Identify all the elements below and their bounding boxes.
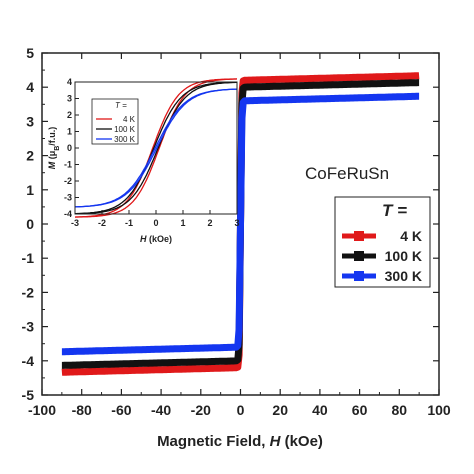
y-tick-label-2: -3: [22, 319, 35, 335]
y-tick-label-10: 5: [26, 45, 34, 61]
inset-x-tick-label-1: -2: [98, 218, 106, 228]
x-tick-label-7: 40: [312, 402, 328, 418]
inset-y-label: M (μB/f.u.): [47, 127, 61, 170]
main-axis-tick-labels: -100 -80 -60 -40 -20 0 20 40 60 80 100-5-4-3-2-101…: [22, 45, 451, 418]
inset-x-label: H (kOe): [140, 234, 172, 244]
y-tick-label-9: 4: [26, 79, 34, 95]
inset-y-tick-label-3: -1: [64, 160, 72, 170]
inset-legend-label-300k: 300 K: [114, 135, 136, 144]
legend-label-100k: 100 K: [385, 248, 422, 264]
y-tick-label-3: -2: [22, 284, 35, 300]
y-tick-label-6: 1: [26, 182, 34, 198]
inset-legend-title: T =: [115, 101, 127, 110]
main-legend: T = 4 K 100 K 300 K: [334, 196, 431, 288]
annotation-label: CoFeRuSn: [305, 164, 389, 183]
inset-x-tick-label-4: 1: [180, 218, 185, 228]
inset-series-line-100k-down: [75, 81, 237, 215]
x-tick-label-6: 20: [272, 402, 288, 418]
y-tick-label-5: 0: [26, 216, 34, 232]
x-tick-label-8: 60: [352, 402, 368, 418]
x-tick-label-9: 80: [392, 402, 408, 418]
y-tick-label-0: -5: [22, 387, 35, 403]
main-legend-box: [334, 196, 431, 288]
inset-y-tick-label-0: -4: [64, 209, 72, 219]
inset-y-tick-label-2: -2: [64, 176, 72, 186]
inset-y-tick-label-6: 2: [67, 110, 72, 120]
inset-y-tick-label-4: 0: [67, 143, 72, 153]
x-axis-label: Magnetic Field, H (kOe): [157, 433, 323, 450]
x-tick-label-1: -80: [72, 402, 92, 418]
inset-y-tick-label-8: 4: [67, 77, 72, 87]
inset-y-tick-label-1: -3: [64, 193, 72, 203]
inset-series-line-4k-down: [74, 78, 237, 218]
main-legend-title: T =: [382, 201, 407, 220]
y-tick-label-1: -4: [22, 353, 35, 369]
legend-marker-300k: [354, 271, 364, 281]
legend-label-4k: 4 K: [400, 228, 422, 244]
inset-y-tick-label-7: 3: [67, 94, 72, 104]
inset-x-tick-label-5: 2: [207, 218, 212, 228]
legend-marker-4k: [354, 231, 364, 241]
x-tick-label-3: -40: [151, 402, 171, 418]
inset-x-tick-label-3: 0: [153, 218, 158, 228]
inset-x-tick-label-6: 3: [234, 218, 239, 228]
x-tick-label-5: 0: [237, 402, 245, 418]
inset-x-tick-label-2: -1: [125, 218, 133, 228]
x-tick-label-0: -100: [28, 402, 56, 418]
inset-series-line-300k-up: [75, 88, 238, 208]
y-tick-label-8: 3: [26, 113, 34, 129]
inset-legend-label-100k: 100 K: [114, 125, 136, 134]
main-series-group: [59, 72, 422, 376]
legend-label-300k: 300 K: [385, 268, 422, 284]
inset-series-line-100k-up: [75, 81, 237, 215]
inset-x-tick-label-0: -3: [71, 218, 79, 228]
series-line-300k: [59, 92, 422, 356]
inset-series-group: [74, 78, 238, 218]
y-tick-label-4: -1: [22, 250, 35, 266]
x-tick-label-4: -20: [191, 402, 211, 418]
x-tick-label-2: -60: [111, 402, 131, 418]
legend-marker-100k: [354, 251, 364, 261]
main-plot-frame: [41, 52, 440, 396]
y-tick-label-7: 2: [26, 148, 34, 164]
inset-series-line-4k-up: [75, 78, 238, 218]
inset-legend-box: [91, 98, 139, 145]
inset-legend-label-4k: 4 K: [123, 115, 136, 124]
x-tick-label-10: 100: [427, 402, 451, 418]
inset-y-tick-label-5: 1: [67, 127, 72, 137]
main-legend-items: 4 K 100 K 300 K: [342, 228, 422, 284]
inset-frame: [74, 81, 238, 215]
